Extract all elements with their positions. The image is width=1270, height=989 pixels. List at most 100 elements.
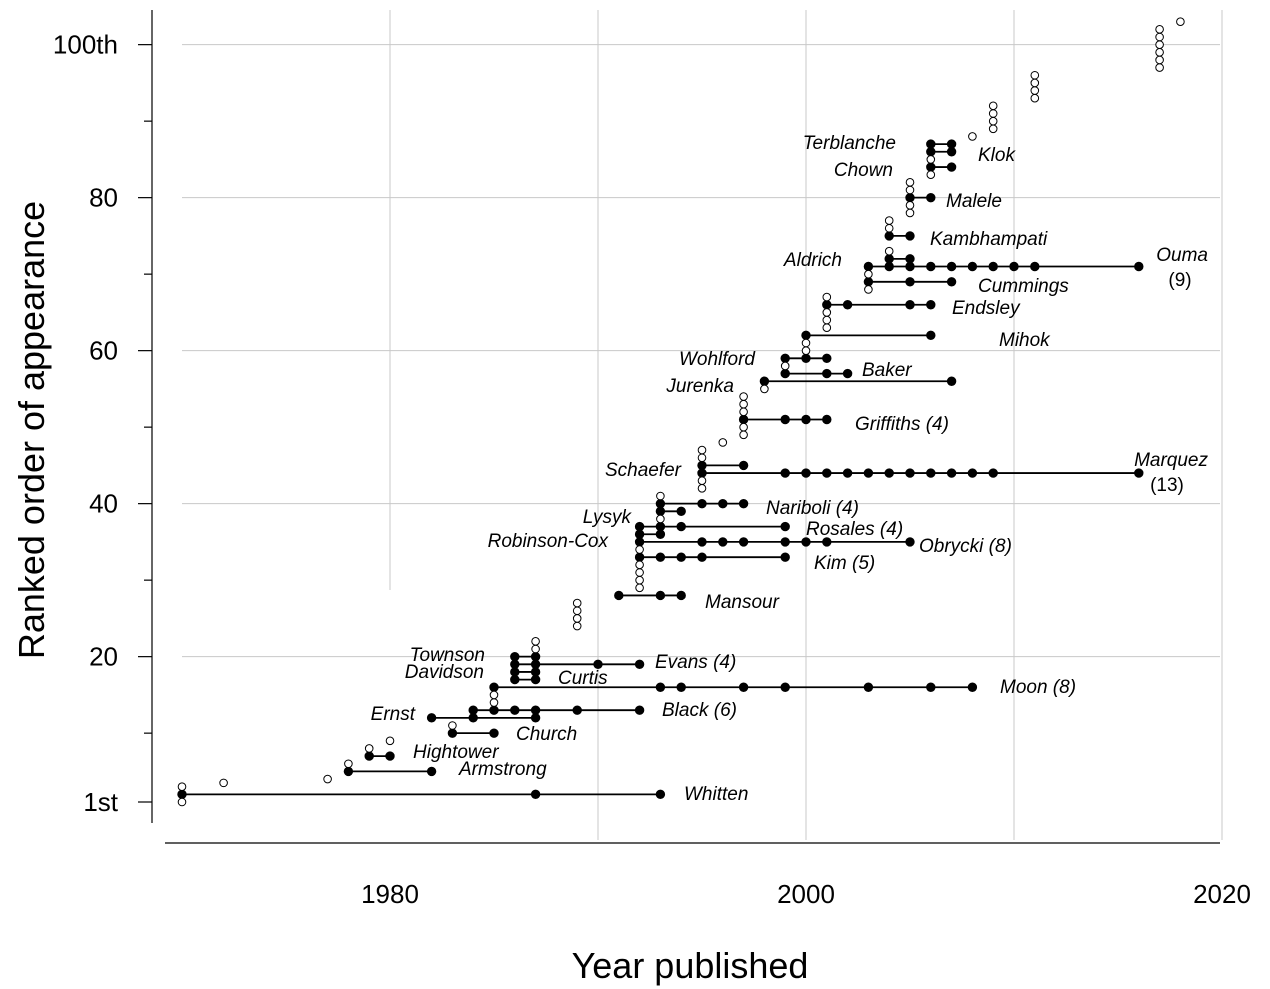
single-appearance-point bbox=[489, 690, 499, 700]
single-appearance-point bbox=[864, 269, 873, 279]
publication-point bbox=[738, 460, 749, 471]
publication-point bbox=[489, 705, 499, 715]
author-series bbox=[884, 231, 915, 241]
publication-point bbox=[655, 529, 666, 539]
publication-point bbox=[863, 468, 874, 478]
single-appearance-point bbox=[656, 491, 665, 501]
publication-point bbox=[884, 231, 894, 241]
x-tick-label: 2020 bbox=[1193, 879, 1251, 909]
publication-point bbox=[530, 667, 541, 677]
publication-point bbox=[676, 590, 686, 601]
author-label: Malele bbox=[946, 191, 1002, 212]
author-label: Marquez bbox=[1134, 450, 1208, 471]
author-series bbox=[447, 728, 499, 738]
publication-point bbox=[863, 682, 874, 692]
publication-point bbox=[468, 705, 478, 715]
publication-point bbox=[634, 552, 645, 562]
publication-point bbox=[718, 537, 728, 547]
author-label: Schaefer bbox=[605, 460, 682, 481]
publication-point bbox=[697, 537, 707, 547]
x-tick-label: 1980 bbox=[361, 879, 419, 909]
tick-labels: 1980 2000 2020 1st 20 40 60 80 100th bbox=[53, 30, 1251, 909]
publication-point bbox=[926, 330, 936, 341]
author-series bbox=[697, 460, 749, 471]
single-appearance-point bbox=[739, 392, 748, 401]
publication-point bbox=[572, 705, 582, 715]
single-appearance-point bbox=[822, 292, 832, 302]
publication-point bbox=[697, 498, 707, 509]
publication-point bbox=[905, 231, 915, 241]
publication-point bbox=[946, 376, 957, 386]
publication-point bbox=[801, 330, 811, 341]
single-appearance-point bbox=[718, 438, 728, 447]
publication-point bbox=[1030, 261, 1040, 272]
author-label: Rosales (4) bbox=[806, 519, 903, 540]
publication-point bbox=[510, 659, 520, 669]
single-appearance-point bbox=[572, 614, 582, 623]
single-appearance-point bbox=[1155, 63, 1164, 72]
publication-point bbox=[385, 751, 395, 761]
single-appearance-point bbox=[864, 285, 873, 294]
author-label: Klok bbox=[978, 145, 1016, 166]
single-appearance-point bbox=[364, 744, 374, 753]
publication-point bbox=[634, 529, 645, 539]
single-appearance-point bbox=[489, 698, 499, 707]
author-label: Chown bbox=[834, 160, 893, 181]
single-appearance-point bbox=[635, 575, 644, 585]
author-series bbox=[780, 353, 832, 363]
publication-point bbox=[343, 766, 354, 777]
publication-point bbox=[1134, 261, 1144, 272]
single-appearance-point bbox=[1030, 86, 1040, 95]
author-series bbox=[863, 277, 957, 287]
publication-point bbox=[780, 682, 790, 692]
author-series bbox=[655, 506, 686, 516]
single-appearance-point bbox=[323, 774, 332, 784]
publication-point bbox=[676, 552, 686, 562]
x-tick-label: 2000 bbox=[777, 879, 835, 909]
y-tick-label: 1st bbox=[83, 787, 118, 817]
author-label: Whitten bbox=[684, 784, 748, 805]
author-label: Lysyk bbox=[583, 507, 633, 528]
publication-point bbox=[822, 414, 832, 425]
single-appearance-point bbox=[177, 782, 187, 792]
publication-point bbox=[863, 261, 874, 272]
y-tick-label: 40 bbox=[89, 489, 118, 519]
publication-point bbox=[718, 498, 728, 509]
single-appearance-point bbox=[1030, 70, 1040, 80]
publication-point bbox=[926, 261, 936, 272]
author-label: Nariboli (4) bbox=[766, 498, 859, 519]
publication-point bbox=[780, 414, 790, 425]
publication-point bbox=[884, 261, 894, 272]
x-axis-title: Year published bbox=[572, 945, 809, 986]
publication-point bbox=[489, 682, 499, 692]
single-appearance-point bbox=[656, 514, 665, 524]
publication-point bbox=[468, 713, 478, 723]
single-appearance-point bbox=[884, 216, 894, 225]
author-count-label: (9) bbox=[1168, 270, 1191, 291]
publication-point bbox=[614, 590, 624, 601]
author-series bbox=[863, 261, 1144, 272]
publication-point bbox=[822, 537, 832, 547]
single-appearance-point bbox=[926, 155, 936, 164]
single-appearance-point bbox=[635, 560, 644, 570]
single-appearance-point bbox=[1176, 17, 1185, 27]
publication-point bbox=[655, 590, 666, 601]
publication-point bbox=[447, 728, 458, 738]
publication-point bbox=[967, 468, 978, 478]
single-appearance-point bbox=[905, 201, 915, 210]
author-series bbox=[697, 468, 1144, 478]
single-appearance-point bbox=[219, 778, 228, 788]
publication-point bbox=[884, 254, 894, 264]
author-label: Robinson-Cox bbox=[488, 531, 610, 552]
author-label: Moon (8) bbox=[1000, 677, 1076, 698]
author-series bbox=[634, 521, 790, 532]
publication-point bbox=[364, 751, 374, 761]
publication-point bbox=[780, 552, 790, 562]
author-label: Endsley bbox=[952, 298, 1021, 319]
author-series bbox=[489, 682, 978, 692]
publication-point bbox=[967, 682, 978, 692]
publication-point bbox=[780, 468, 790, 478]
publication-point bbox=[905, 254, 915, 264]
publication-point bbox=[926, 300, 936, 310]
author-series bbox=[510, 651, 541, 662]
